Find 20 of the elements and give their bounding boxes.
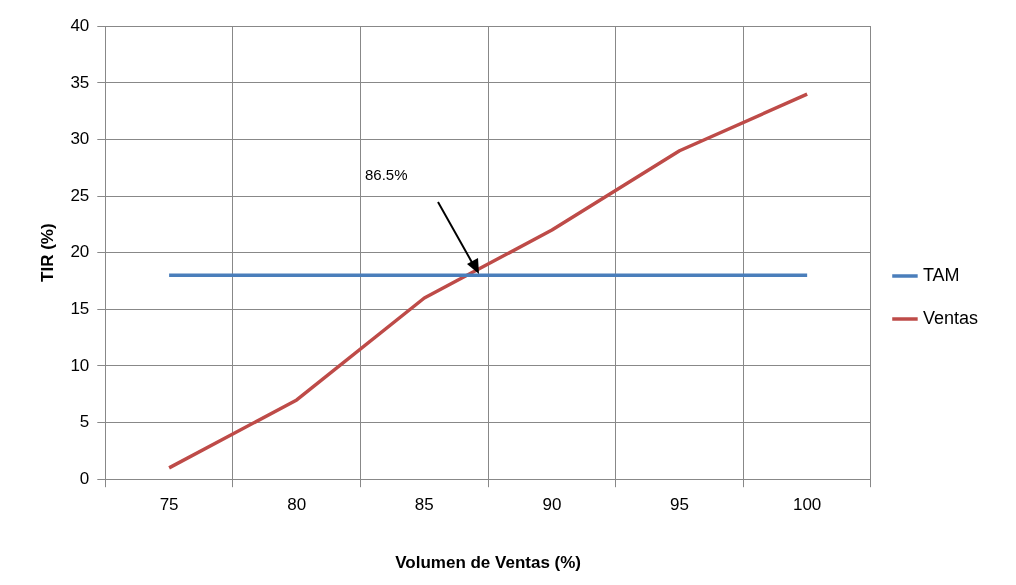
- legend-label: Ventas: [922, 307, 978, 328]
- y-tick-label: 20: [70, 242, 90, 262]
- y-tick-label: 40: [70, 15, 90, 35]
- x-axis-title: Volumen de Ventas (%): [395, 553, 582, 573]
- y-tick-label: 0: [79, 468, 90, 488]
- x-tick-label: 80: [287, 495, 307, 515]
- y-tick-label: 30: [70, 129, 90, 149]
- y-tick-label: 15: [70, 299, 90, 319]
- annotation: 86.5%: [365, 166, 408, 183]
- y-tick-label: 10: [70, 355, 90, 375]
- y-axis-title: TIR (%): [37, 223, 57, 282]
- x-tick-label: 85: [414, 495, 434, 515]
- x-tick-label: 100: [792, 495, 822, 515]
- x-tick-label: 90: [542, 495, 562, 515]
- legend-label: TAM: [922, 264, 960, 285]
- x-tick-label: 75: [159, 495, 179, 515]
- y-tick-label: 25: [70, 185, 90, 205]
- y-tick-label: 35: [70, 72, 90, 92]
- y-tick-label: 5: [79, 412, 90, 432]
- x-tick-label: 95: [670, 495, 689, 515]
